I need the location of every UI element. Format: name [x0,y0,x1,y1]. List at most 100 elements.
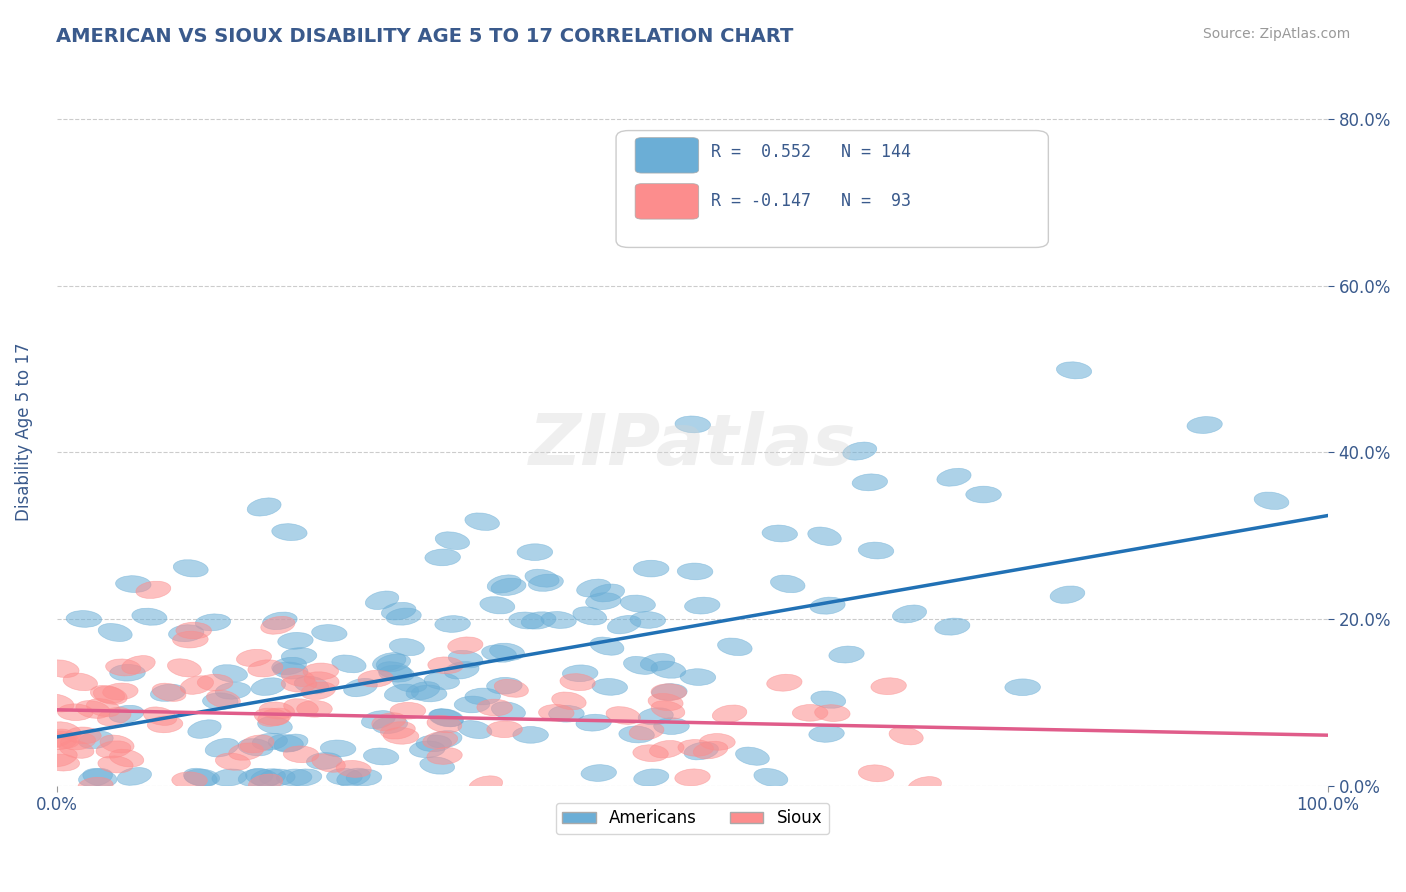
Ellipse shape [650,740,685,758]
Ellipse shape [427,731,463,748]
Ellipse shape [59,740,94,758]
Ellipse shape [717,638,752,656]
Ellipse shape [735,747,769,765]
Ellipse shape [427,715,461,733]
Ellipse shape [152,683,186,701]
Ellipse shape [63,673,97,690]
Ellipse shape [685,742,718,760]
Ellipse shape [278,632,314,649]
Ellipse shape [105,659,141,676]
Ellipse shape [346,769,381,786]
Ellipse shape [1254,492,1289,509]
Ellipse shape [762,525,797,541]
Ellipse shape [86,698,121,717]
Ellipse shape [96,740,131,758]
Ellipse shape [269,735,304,752]
Ellipse shape [287,769,322,786]
Ellipse shape [110,706,143,723]
Ellipse shape [623,657,658,674]
Ellipse shape [638,707,673,725]
Ellipse shape [576,579,610,597]
Ellipse shape [551,692,586,710]
Ellipse shape [271,657,307,674]
Ellipse shape [766,674,801,691]
Ellipse shape [215,753,250,771]
Ellipse shape [122,656,155,674]
Ellipse shape [48,722,82,740]
Ellipse shape [83,769,117,787]
Ellipse shape [343,679,377,697]
Ellipse shape [167,659,201,677]
Ellipse shape [477,699,512,716]
Ellipse shape [176,623,211,639]
Ellipse shape [893,605,927,623]
Ellipse shape [246,768,280,787]
Ellipse shape [273,662,308,679]
Ellipse shape [384,728,419,744]
Ellipse shape [524,569,560,587]
Ellipse shape [173,559,208,577]
Ellipse shape [572,607,607,625]
Ellipse shape [858,764,894,781]
Ellipse shape [45,660,79,678]
Ellipse shape [634,769,669,786]
Ellipse shape [700,733,735,750]
Ellipse shape [633,560,669,577]
Ellipse shape [97,707,131,726]
Ellipse shape [406,681,440,700]
Ellipse shape [44,754,80,771]
Ellipse shape [312,754,346,772]
Ellipse shape [373,716,408,733]
Ellipse shape [215,682,250,699]
Ellipse shape [811,691,845,708]
Ellipse shape [576,714,612,731]
Ellipse shape [465,688,501,705]
Ellipse shape [429,709,463,727]
Ellipse shape [1050,586,1085,603]
Ellipse shape [434,615,471,632]
Ellipse shape [90,685,125,703]
Ellipse shape [297,700,332,717]
Ellipse shape [425,549,461,566]
Ellipse shape [509,612,544,629]
Ellipse shape [212,665,247,682]
Ellipse shape [76,700,110,718]
Ellipse shape [607,615,641,634]
Ellipse shape [41,733,76,749]
Ellipse shape [387,608,422,625]
Ellipse shape [93,686,127,705]
Ellipse shape [247,660,283,677]
Ellipse shape [454,696,489,713]
Ellipse shape [110,665,145,681]
Ellipse shape [377,662,412,680]
Ellipse shape [966,486,1001,503]
Ellipse shape [184,768,217,787]
Ellipse shape [852,474,887,491]
Ellipse shape [648,693,683,711]
Ellipse shape [392,674,427,692]
Ellipse shape [257,708,291,726]
Ellipse shape [195,614,231,631]
Ellipse shape [1005,679,1040,696]
Ellipse shape [491,702,526,720]
Ellipse shape [427,747,463,764]
Ellipse shape [250,769,285,786]
Ellipse shape [678,739,713,756]
Ellipse shape [249,774,283,792]
Ellipse shape [143,707,177,725]
Ellipse shape [458,721,492,739]
Ellipse shape [486,677,522,694]
Ellipse shape [371,713,406,731]
Ellipse shape [409,741,446,757]
Ellipse shape [58,704,93,721]
Ellipse shape [44,748,77,767]
Ellipse shape [281,668,315,687]
Ellipse shape [586,592,621,609]
FancyBboxPatch shape [616,130,1049,247]
Ellipse shape [172,772,207,789]
Ellipse shape [247,498,281,516]
Ellipse shape [517,544,553,560]
Ellipse shape [513,727,548,743]
Ellipse shape [651,661,686,678]
Ellipse shape [640,654,675,671]
